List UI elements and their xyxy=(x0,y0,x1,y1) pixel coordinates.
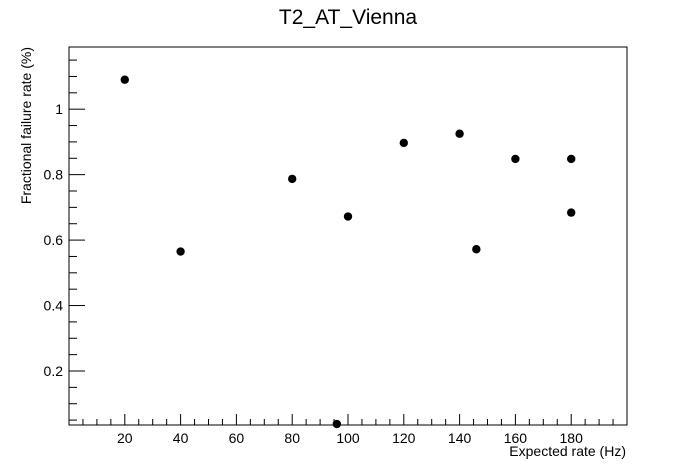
x-tick-label: 60 xyxy=(229,430,245,446)
plot-frame xyxy=(68,46,628,426)
y-tick-label: 0.8 xyxy=(44,167,64,183)
y-tick-label: 0.2 xyxy=(44,363,64,379)
x-tick-label: 40 xyxy=(173,430,189,446)
data-point xyxy=(176,247,185,256)
data-point xyxy=(472,245,481,254)
x-tick-label: 120 xyxy=(392,430,416,446)
data-point xyxy=(332,419,342,429)
y-axis: 0.2 0.4 0.6 0.8 1 xyxy=(44,59,85,421)
x-tick-label: 100 xyxy=(336,430,360,446)
x-axis-label: Expected rate (Hz) xyxy=(509,443,626,459)
data-point xyxy=(567,208,576,217)
y-tick-label: 0.6 xyxy=(44,232,64,248)
x-tick-label: 140 xyxy=(448,430,472,446)
data-point xyxy=(455,129,464,138)
y-tick-label: 1 xyxy=(55,101,63,117)
data-points xyxy=(120,75,576,429)
x-tick-label: 160 xyxy=(504,430,528,446)
data-point xyxy=(399,138,408,148)
x-tick-label: 180 xyxy=(560,430,584,446)
data-point xyxy=(511,154,520,164)
x-tick-label: 20 xyxy=(117,430,133,446)
data-point xyxy=(567,154,576,164)
x-tick-label: 80 xyxy=(284,430,300,446)
data-point xyxy=(288,174,297,184)
y-axis-label: Fractional failure rate (%) xyxy=(18,47,34,204)
data-point xyxy=(343,212,353,221)
chart-title: T2_AT_Vienna xyxy=(279,6,417,29)
x-axis: 20 40 60 80 100 120 140 160 180 xyxy=(82,414,614,446)
data-point xyxy=(120,75,129,84)
y-tick-label: 0.4 xyxy=(44,298,64,314)
